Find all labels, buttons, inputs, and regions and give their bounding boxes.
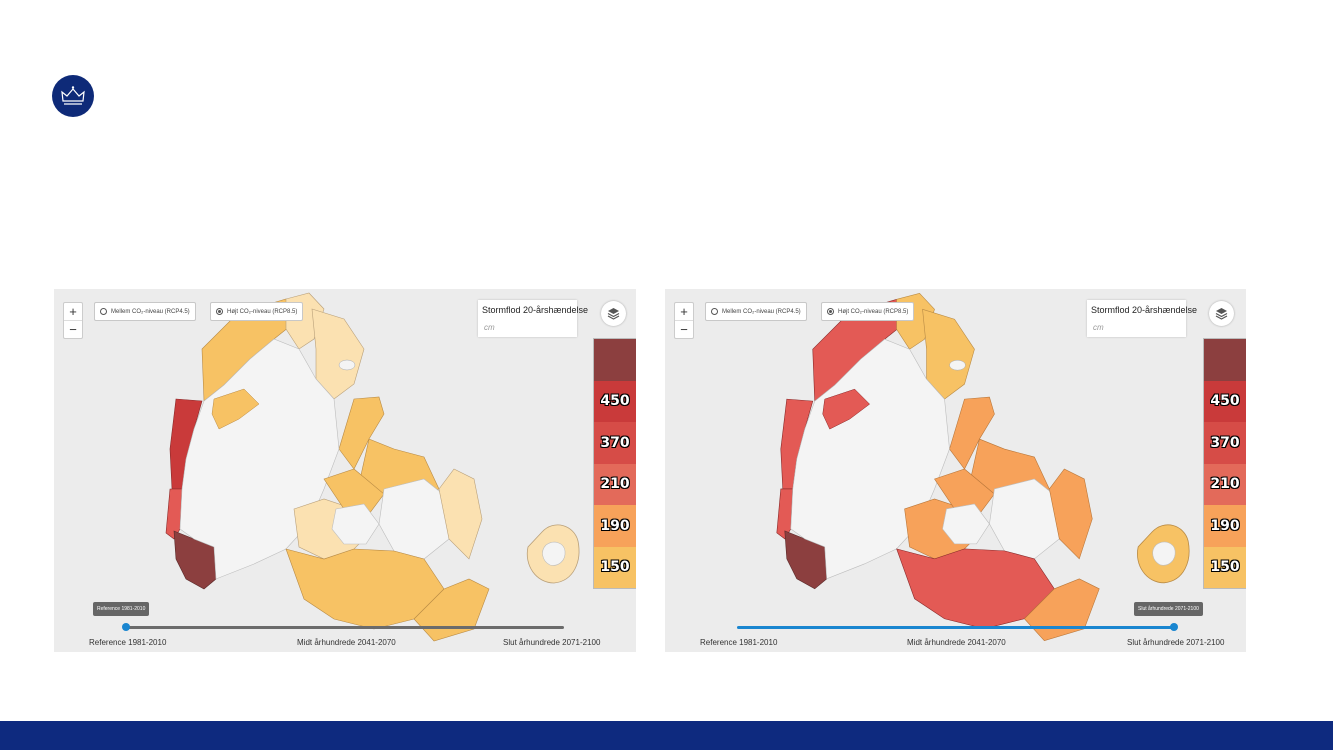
legend-unit: cm: [1093, 323, 1104, 332]
footer-bar: [0, 721, 1333, 750]
map-panel-end-century: + − Mellem CO₂-niveau (RCP4.5) Højt CO₂-…: [665, 289, 1246, 652]
zoom-in-button[interactable]: +: [69, 304, 77, 319]
scale-top-swatch: [1204, 339, 1246, 381]
crown-icon: [61, 86, 85, 105]
scale-label-190: 190: [594, 505, 636, 547]
option-high-label: Højt CO₂-niveau (RCP8.5): [227, 308, 298, 315]
denmark-storm-surge-map[interactable]: [665, 289, 1246, 652]
scale-label-450: 450: [1204, 380, 1246, 422]
zoom-control: + −: [63, 302, 83, 339]
scale-label-370: 370: [594, 422, 636, 464]
period-label-mid-century: Midt århundrede 2041-2070: [907, 638, 1006, 647]
radio-unselected-icon: [711, 308, 718, 315]
legend-title: Stormflod 20-årshændelse: [1091, 305, 1198, 315]
period-label-end-century: Slut århundrede 2071-2100: [1127, 638, 1225, 647]
scale-top-swatch: [594, 339, 636, 381]
scale-label-450: 450: [594, 380, 636, 422]
layers-icon: [1215, 308, 1228, 320]
period-slider-handle[interactable]: [122, 623, 130, 631]
zoom-out-button[interactable]: −: [64, 320, 82, 338]
option-high-label: Højt CO₂-niveau (RCP8.5): [838, 308, 909, 315]
period-slider-handle[interactable]: [1170, 623, 1178, 631]
period-label-mid-century: Midt århundrede 2041-2070: [297, 638, 396, 647]
radio-unselected-icon: [100, 308, 107, 315]
option-medium-co2[interactable]: Mellem CO₂-niveau (RCP4.5): [705, 302, 807, 321]
period-label-end-century: Slut århundrede 2071-2100: [503, 638, 601, 647]
slider-tooltip: Slut århundrede 2071-2100: [1134, 602, 1203, 616]
layers-button[interactable]: [601, 301, 626, 326]
legend-title: Stormflod 20-årshændelse: [482, 305, 589, 315]
period-slider-track[interactable]: [124, 626, 564, 629]
zoom-in-button[interactable]: +: [680, 304, 688, 319]
zoom-control: + −: [674, 302, 694, 339]
scale-label-210: 210: [1204, 463, 1246, 505]
color-scale: 450 370 210 190 150: [1203, 338, 1246, 589]
legend-unit: cm: [484, 323, 495, 332]
option-medium-label: Mellem CO₂-niveau (RCP4.5): [111, 308, 190, 315]
map-panel-reference: + − Mellem CO₂-niveau (RCP4.5) Højt CO₂-…: [54, 289, 636, 652]
scale-label-150: 150: [594, 546, 636, 588]
option-high-co2[interactable]: Højt CO₂-niveau (RCP8.5): [210, 302, 304, 321]
denmark-storm-surge-map[interactable]: [54, 289, 636, 652]
scale-label-150: 150: [1204, 546, 1246, 588]
zoom-out-button[interactable]: −: [675, 320, 693, 338]
legend-box: Stormflod 20-årshændelse cm: [478, 300, 588, 337]
royal-crown-logo: [52, 75, 94, 117]
radio-selected-icon: [827, 308, 834, 315]
scale-label-190: 190: [1204, 505, 1246, 547]
period-label-reference: Reference 1981-2010: [700, 638, 778, 647]
scale-label-370: 370: [1204, 422, 1246, 464]
period-slider-track[interactable]: [737, 626, 1175, 629]
option-high-co2[interactable]: Højt CO₂-niveau (RCP8.5): [821, 302, 915, 321]
option-medium-label: Mellem CO₂-niveau (RCP4.5): [722, 308, 801, 315]
option-medium-co2[interactable]: Mellem CO₂-niveau (RCP4.5): [94, 302, 196, 321]
scale-label-210: 210: [594, 463, 636, 505]
layers-button[interactable]: [1209, 301, 1234, 326]
legend-box: Stormflod 20-årshændelse cm: [1087, 300, 1197, 337]
slider-tooltip: Reference 1981-2010: [93, 602, 150, 616]
radio-selected-icon: [216, 308, 223, 315]
period-label-reference: Reference 1981-2010: [89, 638, 167, 647]
layers-icon: [607, 308, 620, 320]
color-scale: 450 370 210 190 150: [593, 338, 636, 589]
